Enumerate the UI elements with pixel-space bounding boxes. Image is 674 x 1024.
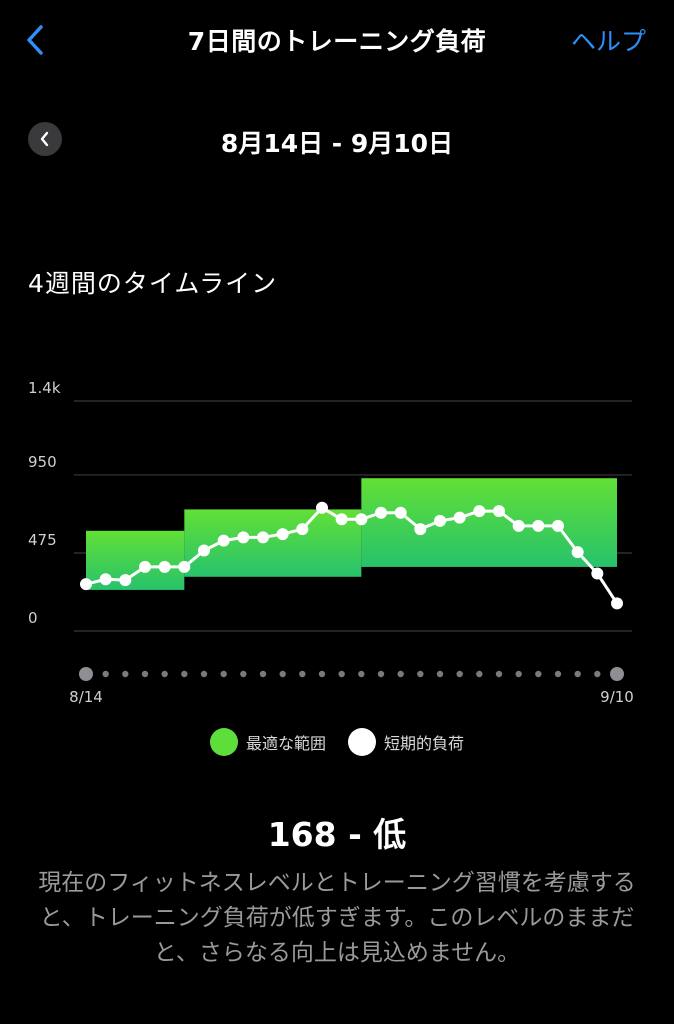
timeline-dot xyxy=(554,670,562,678)
data-point xyxy=(375,506,387,519)
timeline-dot xyxy=(338,670,345,678)
data-point xyxy=(158,560,171,573)
timeline-dot xyxy=(515,670,522,678)
timeline-dot xyxy=(102,670,109,678)
timeline-dot xyxy=(259,670,267,678)
optimal-range-swatch xyxy=(209,728,238,756)
data-point xyxy=(512,519,525,532)
legend-label-optimal: 最適な範囲 xyxy=(245,734,326,753)
short-term-load-swatch xyxy=(348,728,376,756)
timeline-dot xyxy=(200,670,208,678)
y-tick-label: 950 xyxy=(28,453,57,471)
timeline-dot xyxy=(397,670,404,678)
section-title: 4週間のタイムライン xyxy=(28,269,278,298)
data-point xyxy=(99,573,112,586)
timeline-dot xyxy=(594,670,601,678)
data-point xyxy=(296,523,309,536)
timeline-dot xyxy=(456,670,463,678)
timeline-dot xyxy=(122,670,129,678)
timeline-dot xyxy=(240,670,247,678)
data-point xyxy=(453,511,466,524)
optimal-range-band xyxy=(184,509,362,577)
timeline-dot xyxy=(377,670,385,678)
period-selector: 8月14日 - 9月10日 xyxy=(0,118,674,162)
timeline-dot xyxy=(161,670,168,678)
timeline-dot xyxy=(181,670,188,678)
data-point xyxy=(316,501,328,514)
page-title: 7日間のトレーニング負荷 xyxy=(187,27,487,56)
timeline-dot xyxy=(495,670,503,678)
data-point xyxy=(335,513,348,526)
timeline-dot xyxy=(358,670,365,678)
y-tick-label: 1.4k xyxy=(28,379,61,397)
load-description: 現在のフィットネスレベルとトレーニング習慣を考慮すると、トレーニング負荷が低すぎ… xyxy=(38,870,636,966)
legend-item-short-term: 短期的負荷 xyxy=(348,728,464,756)
y-tick-label: 0 xyxy=(28,609,38,627)
data-point xyxy=(257,531,269,544)
chart-legend: 最適な範囲 短期的負荷 xyxy=(0,724,674,760)
timeline-dot xyxy=(318,670,326,678)
y-tick-label: 475 xyxy=(28,531,57,549)
timeline-dot xyxy=(574,670,581,678)
back-button[interactable] xyxy=(18,20,52,60)
chevron-left-icon xyxy=(27,25,43,55)
data-point xyxy=(217,534,230,547)
data-point xyxy=(414,523,427,536)
timeline-dot xyxy=(436,670,444,678)
timeline-dot xyxy=(279,670,286,678)
data-point xyxy=(552,519,564,532)
data-point xyxy=(178,560,191,573)
data-point xyxy=(434,514,446,527)
date-range: 8月14日 - 9月10日 xyxy=(220,129,454,158)
data-point xyxy=(532,519,545,532)
legend-item-optimal: 最適な範囲 xyxy=(209,728,326,756)
short-term-load-line xyxy=(85,506,619,605)
data-point xyxy=(119,574,132,587)
chevron-left-icon xyxy=(40,131,49,147)
timeline-dot xyxy=(220,670,227,678)
data-point xyxy=(611,597,623,610)
help-link[interactable]: ヘルプ xyxy=(570,27,646,56)
data-point xyxy=(276,528,289,541)
data-point xyxy=(394,506,407,519)
load-score: 168 - 低 xyxy=(267,815,407,854)
timeline-dot xyxy=(417,670,424,678)
training-load-chart: 1.4k 950 475 0 8/14 9/10 xyxy=(0,370,674,720)
nav-bar: 7日間のトレーニング負荷 ヘルプ xyxy=(0,0,674,80)
legend-label-short-term: 短期的負荷 xyxy=(384,734,465,753)
timeline-end-dot xyxy=(79,667,93,681)
data-point xyxy=(355,513,368,526)
timeline-end-dot xyxy=(610,667,624,681)
x-end-label: 9/10 xyxy=(600,688,634,706)
timeline-dot xyxy=(299,670,306,678)
chart-svg: 1.4k 950 475 0 8/14 9/10 xyxy=(28,379,634,706)
data-point xyxy=(198,544,210,557)
data-point xyxy=(237,531,250,544)
data-point xyxy=(591,567,604,580)
previous-period-button[interactable] xyxy=(28,122,62,156)
data-point xyxy=(473,505,486,518)
x-start-label: 8/14 xyxy=(69,688,103,706)
data-point xyxy=(80,578,92,591)
data-point xyxy=(571,546,584,559)
data-point xyxy=(493,505,505,518)
timeline-dot xyxy=(535,670,542,678)
timeline-dot xyxy=(476,670,483,678)
data-point xyxy=(139,560,151,573)
timeline-dot xyxy=(141,670,149,678)
